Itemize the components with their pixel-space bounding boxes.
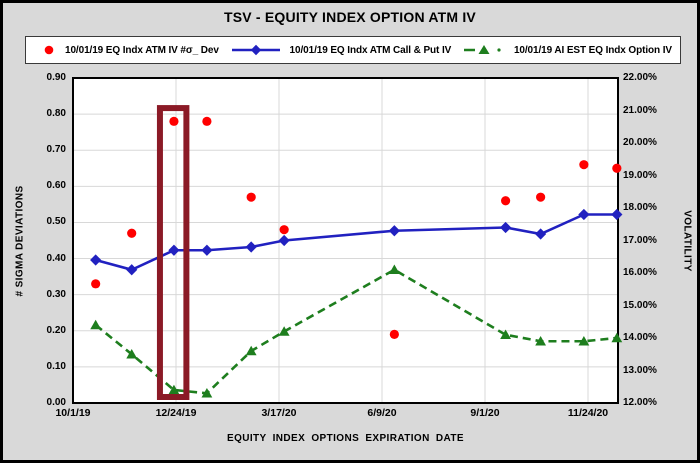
red-dot-marker-icon [44,45,54,55]
data-point-call-put-iv [126,264,138,276]
y-axis-right-tick-label: 21.00% [623,104,657,116]
legend-label-ai-est-iv: 10/01/19 AI EST EQ Indx Option IV [513,44,672,56]
y-axis-right-tick-label: 22.00% [623,72,657,83]
y-axis-right-tick-label: 15.00% [623,299,657,311]
data-point-call-put-iv [578,208,590,221]
y-axis-right-tick-label: 13.00% [623,364,657,376]
data-point-call-put-iv [535,228,547,240]
data-point-sigma-dev [579,160,589,170]
y-axis-left-title: # SIGMA DEVIATIONS [14,185,26,297]
chart-title: TSV - EQUITY INDEX OPTION ATM IV [224,9,476,25]
data-point-call-put-iv [168,244,180,256]
data-point-sigma-dev [246,192,256,202]
y-axis-right-tick-label: 12.00% [623,397,657,408]
data-point-sigma-dev [127,228,137,238]
data-point-call-put-iv [611,208,623,221]
legend-box: 10/01/19 EQ Indx ATM IV #σ_ Dev 10/01/19… [25,36,681,64]
data-point-ai-est-iv [611,332,623,343]
plot-canvas [72,77,623,404]
data-point-call-put-iv [90,254,102,266]
y-axis-right-tick-label: 17.00% [623,234,657,246]
legend-label-sigma-dev: 10/01/19 EQ Indx ATM IV #σ_ Dev [65,44,219,56]
x-axis-title: EQUITY INDEX OPTIONS EXPIRATION DATE [227,433,464,444]
data-point-sigma-dev [536,192,546,202]
data-point-ai-est-iv [126,349,138,359]
y-axis-left-tick-label: 0.30 [46,288,66,300]
y-axis-left-tick-label: 0.60 [46,180,66,192]
x-axis-tick-label: 12/24/19 [155,407,197,419]
data-point-ai-est-iv [168,384,180,395]
data-point-sigma-dev [91,279,101,289]
data-point-ai-est-iv [535,336,547,346]
highlight-rectangle [156,105,190,400]
y-axis-left-tick-label: 0.50 [46,216,66,228]
data-point-call-put-iv [245,241,257,253]
y-axis-right-tick-label: 19.00% [623,169,657,181]
y-axis-left-tick-label: 0.90 [46,72,66,83]
y-axis-right-tick-label: 16.00% [623,267,657,278]
plot-area [73,78,618,403]
data-point-sigma-dev [501,196,511,206]
y-axis-right-tick-label: 14.00% [623,332,657,343]
x-axis-tick-label: 10/1/19 [55,407,91,419]
y-axis-left-tick-label: 0.20 [46,324,66,336]
data-point-ai-est-iv [90,319,102,330]
y-axis-left-tick-label: 0.10 [46,360,66,372]
data-point-call-put-iv [388,225,400,237]
data-point-ai-est-iv [245,345,257,356]
y-axis-right-title: VOLATILITY [681,210,693,272]
data-point-ai-est-iv [388,264,400,274]
data-point-call-put-iv [201,244,213,256]
legend-item-ai-est-iv: 10/01/19 AI EST EQ Indx Option IV [463,44,672,56]
blue-line-diamond-marker-icon [231,44,280,56]
data-point-call-put-iv [278,234,290,247]
data-point-call-put-iv [500,221,512,234]
x-axis-tick-label: 6/9/20 [367,407,397,419]
data-point-ai-est-iv [278,326,290,336]
data-point-ai-est-iv [578,336,590,346]
y-axis-left-tick-label: 0.80 [46,108,66,120]
legend-label-call-put-iv: 10/01/19 EQ Indx ATM Call & Put IV [289,44,452,56]
y-axis-left-tick-label: 0.40 [46,252,66,264]
x-axis-tick-label: 9/1/20 [470,407,500,419]
data-point-sigma-dev [169,116,179,126]
legend-item-call-put-iv: 10/01/19 EQ Indx ATM Call & Put IV [231,44,452,56]
data-point-ai-est-iv [500,329,511,339]
data-point-sigma-dev [612,163,622,173]
data-point-ai-est-iv [201,388,213,398]
data-point-sigma-dev [279,225,289,235]
data-point-sigma-dev [389,329,399,339]
plot-frame [72,77,619,404]
y-axis-left-tick-label: 0.70 [46,144,66,156]
y-axis-right-tick-label: 20.00% [623,137,657,148]
y-axis-left-tick-label: 0.00 [46,397,66,408]
green-dash-triangle-marker-icon [463,45,501,54]
data-point-sigma-dev [202,116,212,126]
x-axis-tick-label: 3/17/20 [261,407,297,419]
x-axis-tick-label: 11/24/20 [567,407,609,419]
legend-item-sigma-dev: 10/01/19 EQ Indx ATM IV #σ_ Dev [42,44,219,56]
y-axis-right-tick-label: 18.00% [623,202,657,213]
